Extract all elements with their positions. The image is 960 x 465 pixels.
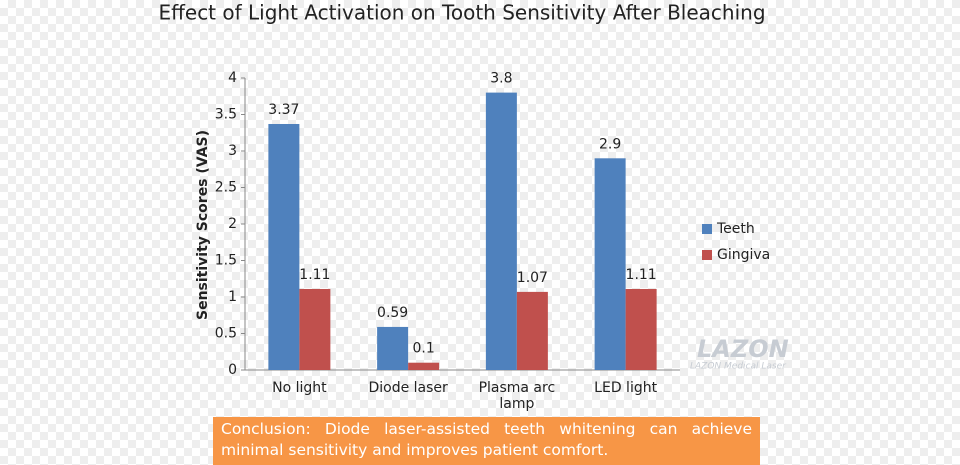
data-label: 1.11 (299, 267, 330, 283)
bar (377, 326, 409, 370)
y-tick-label: 1.5 (215, 253, 237, 269)
y-tick-label: 0.5 (215, 326, 237, 342)
x-tick-label: Diode laser (368, 380, 448, 396)
data-label: 0.1 (412, 341, 434, 357)
bar (594, 158, 626, 370)
data-label: 0.59 (377, 305, 408, 321)
data-label: 1.11 (626, 267, 657, 283)
x-tick-label: Plasma arc lamp (478, 380, 556, 412)
y-axis-label: Sensitivity Scores (VAS) (195, 130, 211, 320)
legend-label: Gingiva (717, 247, 770, 263)
bar (485, 92, 517, 370)
conclusion: Conclusion: Diode laser-assisted teeth w… (213, 417, 760, 465)
watermark-tagline: LAZON Medical Laser (690, 362, 787, 372)
y-tick-label: 2.5 (215, 180, 237, 196)
x-tick-label: LED light (594, 380, 658, 396)
data-label: 1.07 (517, 270, 548, 286)
y-tick-label: 3 (228, 143, 237, 159)
bar (625, 288, 657, 370)
y-tick-label: 2 (228, 216, 237, 232)
data-label: 3.37 (268, 102, 299, 118)
legend-label: Teeth (716, 221, 755, 237)
bar (408, 362, 440, 370)
bar (516, 291, 548, 370)
bar (299, 288, 331, 370)
y-tick-label: 3.5 (215, 107, 237, 123)
y-tick-label: 1 (228, 289, 237, 305)
y-tick-label: 0 (228, 362, 237, 378)
x-tick-label: No light (272, 380, 327, 396)
watermark-logo: LAZON (697, 335, 789, 363)
legend-swatch (702, 224, 712, 234)
data-label: 3.8 (490, 71, 512, 87)
y-tick-label: 4 (228, 70, 237, 86)
legend-swatch (702, 250, 712, 260)
data-label: 2.9 (599, 136, 621, 152)
chart-title: Effect of Light Activation on Tooth Sens… (158, 1, 765, 25)
bar (268, 123, 300, 371)
